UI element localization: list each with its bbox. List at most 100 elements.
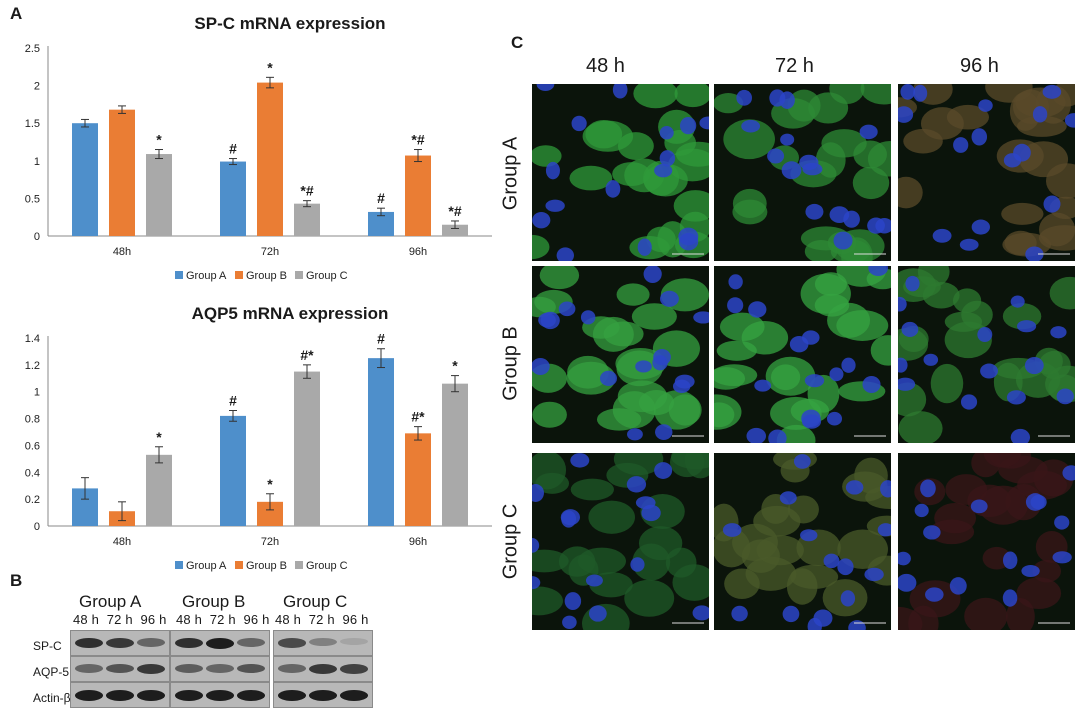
bar — [72, 123, 98, 236]
y-tick-label: 0.5 — [25, 193, 40, 205]
y-tick-label: 1.5 — [25, 118, 40, 130]
blot-strip — [170, 656, 270, 682]
micro-col-48h: 48 h — [586, 55, 625, 77]
legend-label: Group C — [306, 270, 348, 282]
significance-label: # — [229, 141, 237, 157]
bar — [442, 224, 468, 236]
legend-swatch — [295, 561, 303, 569]
y-tick-label: 0 — [34, 231, 40, 243]
micro-row-group-b: Group B — [499, 326, 522, 401]
blot-strip — [273, 630, 373, 656]
legend-swatch — [175, 561, 183, 569]
blot-band — [175, 664, 203, 673]
x-tick-label: 48h — [113, 536, 131, 548]
blot-band — [75, 690, 103, 701]
aqp5-mrna-chart: AQP5 mRNA expression 0 0.2 0.4 0.6 0.8 1 1.2 1.4… — [25, 304, 492, 572]
blot-strip — [273, 656, 373, 682]
chart-title: AQP5 mRNA expression — [192, 304, 389, 323]
blot-band — [340, 638, 368, 645]
x-tick-label: 96h — [409, 536, 427, 548]
y-tick-label: 1.4 — [25, 333, 40, 345]
y-tick-label: 0.2 — [25, 494, 40, 506]
bar — [442, 383, 468, 526]
blot-strip — [70, 630, 170, 656]
y-tick-label: 0.8 — [25, 414, 40, 426]
chart-title: SP-C mRNA expression — [194, 14, 385, 33]
significance-label: *# — [411, 132, 424, 148]
blot-group-a-label: Group A — [79, 592, 142, 611]
x-tick-label: 72h — [261, 246, 279, 258]
blot-band — [106, 638, 134, 648]
blot-strip — [70, 682, 170, 708]
x-tick-label: 72h — [261, 536, 279, 548]
blot-band — [237, 664, 265, 674]
blot-band — [175, 690, 203, 701]
blot-band — [309, 690, 337, 701]
y-tick-label: 1 — [34, 156, 40, 168]
micrograph-tile — [532, 453, 709, 630]
x-tick-label: 48h — [113, 246, 131, 258]
panel-label-a: A — [10, 4, 23, 23]
significance-label: * — [156, 132, 162, 148]
y-tick-label: 1 — [34, 387, 40, 399]
blot-row-actin-label: Actin-β — [33, 691, 71, 705]
blot-times-b: 48 h 72 h 96 h — [176, 612, 270, 627]
blot-band — [309, 638, 337, 646]
spc-mrna-chart: SP-C mRNA expression 0 0.5 1 1.5 2 2.5 48h * 72h #… — [25, 14, 492, 282]
blot-band — [206, 690, 234, 701]
micrograph-tile — [898, 453, 1075, 630]
bar — [294, 203, 320, 236]
significance-label: #* — [411, 409, 425, 425]
blot-band — [309, 664, 337, 674]
significance-label: * — [156, 429, 162, 445]
blot-band — [278, 664, 306, 673]
significance-label: #* — [300, 347, 314, 363]
bar — [257, 82, 283, 236]
blot-times-c: 48 h 72 h 96 h — [275, 612, 369, 627]
blot-band — [206, 638, 234, 649]
bar — [146, 154, 172, 236]
micro-col-72h: 72 h — [775, 55, 814, 77]
blot-group-b-label: Group B — [182, 592, 246, 611]
micrograph-tile — [714, 84, 891, 261]
blot-band — [137, 690, 165, 701]
y-tick-label: 0 — [34, 521, 40, 533]
bar — [294, 371, 320, 526]
x-tick-label: 96h — [409, 246, 427, 258]
y-tick-label: 1.2 — [25, 360, 40, 372]
legend-label: Group B — [246, 270, 287, 282]
bar — [405, 155, 431, 236]
bar — [109, 109, 135, 236]
blot-strip — [170, 630, 270, 656]
panel-label-b: B — [10, 571, 23, 590]
significance-label: *# — [300, 183, 313, 199]
blot-band — [106, 690, 134, 701]
blot-band — [75, 664, 103, 673]
bar — [220, 415, 246, 526]
blot-band — [137, 664, 165, 674]
micrograph-tile — [714, 266, 891, 443]
legend-label: Group B — [246, 560, 287, 572]
legend-label: Group C — [306, 560, 348, 572]
significance-label: * — [267, 59, 273, 75]
blot-band — [278, 638, 306, 648]
blot-band — [237, 690, 265, 701]
bar — [405, 433, 431, 526]
blot-row-spc-label: SP-C — [33, 639, 62, 653]
bar — [146, 454, 172, 526]
blot-band — [175, 638, 203, 649]
micrograph-tile — [532, 266, 709, 443]
blot-band — [106, 664, 134, 674]
y-tick-label: 2.5 — [25, 43, 40, 55]
blot-band — [237, 638, 265, 647]
blot-row-aqp5-label: AQP-5 — [33, 665, 70, 679]
blot-group-c-label: Group C — [283, 592, 348, 611]
legend-swatch — [175, 271, 183, 279]
significance-label: * — [452, 358, 458, 374]
y-tick-label: 0.6 — [25, 440, 40, 452]
micrograph-tile — [898, 266, 1075, 443]
blot-strip — [273, 682, 373, 708]
blot-band — [206, 664, 234, 673]
bar — [368, 358, 394, 526]
significance-label: * — [267, 476, 273, 492]
